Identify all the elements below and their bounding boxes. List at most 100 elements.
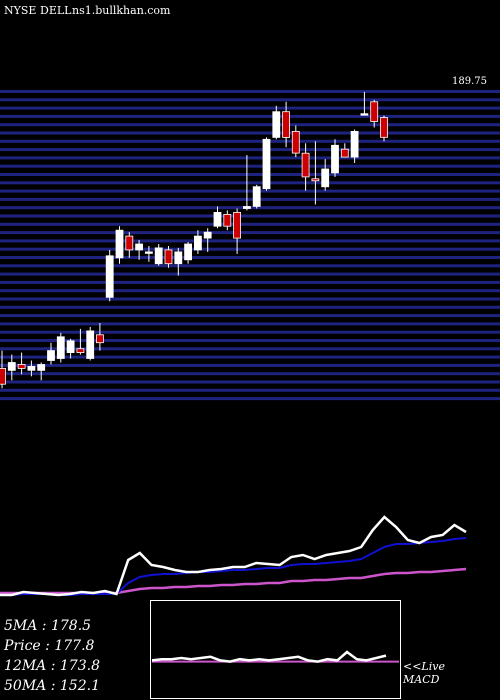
candle — [164, 246, 173, 268]
candle-body — [340, 148, 349, 158]
gridline — [0, 388, 500, 392]
price-axis-labels: 189.75 — [452, 76, 487, 87]
candle — [66, 338, 75, 359]
candle — [370, 99, 379, 128]
macd-label: MACD — [403, 673, 440, 686]
symbol-label: DELL — [40, 4, 72, 17]
gridline — [0, 214, 500, 218]
stat-ma50: 50MA : 152.1 — [4, 678, 100, 694]
long-ma-line — [0, 567, 467, 595]
candle — [135, 240, 144, 260]
gridline — [0, 363, 500, 367]
gridline — [0, 123, 500, 127]
moving-average-panel — [0, 515, 467, 597]
gridline — [0, 322, 500, 326]
gridline — [0, 372, 500, 376]
gridline — [0, 339, 500, 342]
candle-body — [105, 255, 114, 298]
gridline — [0, 272, 500, 276]
candle-body — [27, 365, 36, 371]
candle — [0, 350, 6, 389]
gridline — [0, 380, 500, 384]
candle-body — [86, 330, 95, 359]
candle — [340, 143, 349, 158]
candle-body — [115, 229, 124, 259]
candle — [223, 210, 232, 231]
stat-ma50-value: 152.1 — [59, 678, 100, 694]
candle-body — [47, 350, 55, 361]
candle — [144, 246, 153, 262]
candle — [184, 242, 193, 264]
candle-body — [233, 211, 242, 239]
candle — [350, 129, 359, 163]
candle-body — [125, 235, 134, 251]
gridline — [0, 280, 500, 284]
candlesticks — [0, 91, 388, 389]
candle-body — [76, 348, 85, 354]
candle — [125, 232, 134, 258]
stat-ma12: 12MA : 173.8 — [4, 658, 100, 674]
candle — [242, 155, 251, 211]
gridline — [0, 330, 500, 334]
gridline — [0, 239, 500, 243]
macd-frame — [150, 600, 401, 699]
stat-ma12-value: 173.8 — [59, 658, 100, 674]
candle-body — [17, 364, 26, 369]
stats-panel: 5MA : 178.5 Price : 177.8 12MA : 173.8 5… — [4, 616, 100, 696]
candle-body — [262, 138, 271, 190]
candle — [252, 184, 261, 209]
gridline — [0, 98, 500, 102]
candle-body — [164, 249, 173, 265]
gridline — [0, 164, 500, 168]
candle-body — [291, 130, 300, 154]
candle — [321, 159, 330, 191]
gridline — [0, 347, 500, 351]
candle — [174, 247, 183, 276]
candle-body — [380, 117, 388, 138]
gridline — [0, 106, 500, 110]
live-macd-link[interactable]: <<Live MACD — [403, 660, 445, 686]
candle-body — [242, 206, 251, 209]
gridline — [0, 397, 500, 401]
candle — [76, 328, 85, 355]
candle-body — [56, 336, 65, 359]
live-label: <<Live — [403, 660, 445, 673]
gridline — [0, 148, 500, 152]
candle-body — [272, 111, 281, 138]
candle-body — [37, 364, 46, 371]
gridline — [0, 189, 500, 193]
candle — [331, 139, 339, 177]
candle-body — [7, 362, 16, 371]
candle-body — [321, 168, 330, 188]
gridline — [0, 289, 500, 293]
candle — [96, 323, 104, 351]
candle — [56, 332, 65, 363]
candle-body — [301, 152, 310, 178]
candle — [7, 354, 16, 381]
candle-body — [360, 113, 369, 116]
gridline — [0, 114, 500, 118]
candle-body — [370, 101, 379, 122]
candle-body — [252, 186, 261, 207]
candle — [193, 230, 202, 254]
candle-body — [350, 130, 359, 158]
site-label: ns1.bullkhan.com — [72, 4, 171, 17]
stat-ma5: 5MA : 178.5 — [4, 618, 92, 634]
candle-body — [135, 243, 144, 251]
stat-price: Price : 177.8 — [4, 638, 95, 654]
candle-body — [193, 235, 202, 251]
gridline — [0, 197, 500, 201]
gridline — [0, 314, 500, 318]
candle-body — [184, 243, 193, 261]
short-ma-line — [0, 515, 467, 597]
gridline — [0, 131, 500, 135]
candle-body — [331, 144, 339, 174]
gridline — [0, 90, 500, 93]
candle — [233, 208, 242, 254]
gridline — [0, 231, 500, 235]
gridline — [0, 181, 500, 185]
gridline — [0, 139, 500, 143]
candle — [282, 101, 291, 148]
